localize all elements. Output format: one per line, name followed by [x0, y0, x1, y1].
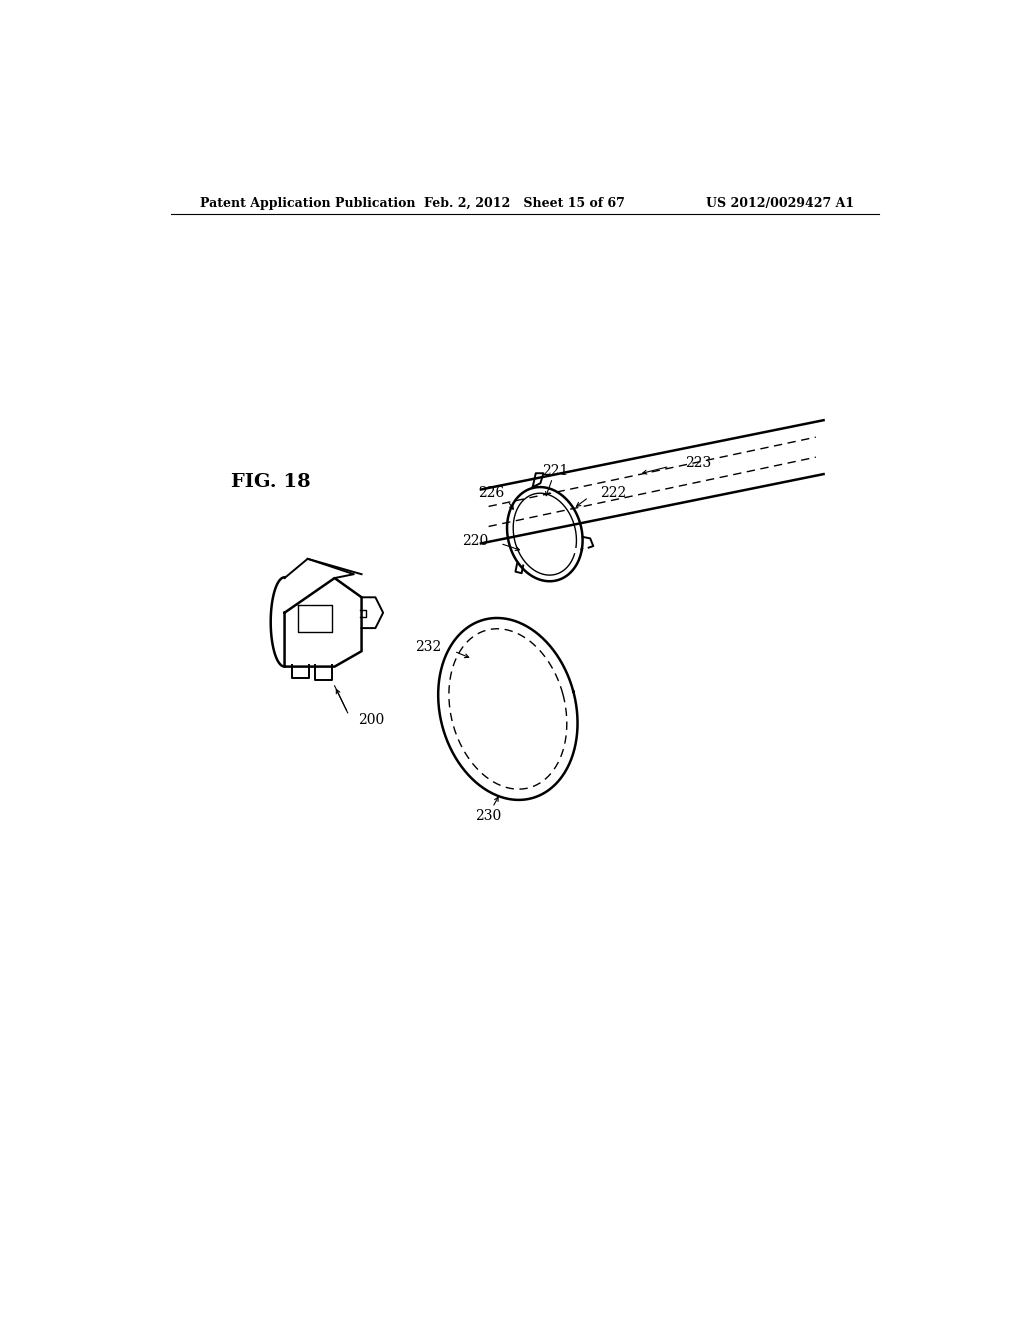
Text: 200: 200: [357, 714, 384, 727]
Text: 223: 223: [685, 457, 712, 470]
Text: 222: 222: [600, 486, 627, 500]
Text: 221: 221: [542, 465, 568, 478]
Text: 226: 226: [478, 486, 505, 500]
Text: Feb. 2, 2012   Sheet 15 of 67: Feb. 2, 2012 Sheet 15 of 67: [424, 197, 626, 210]
Text: 230: 230: [475, 809, 501, 822]
Text: Patent Application Publication: Patent Application Publication: [200, 197, 416, 210]
Text: 220: 220: [463, 535, 488, 548]
Text: 232: 232: [415, 640, 441, 655]
Text: FIG. 18: FIG. 18: [230, 473, 310, 491]
Text: US 2012/0029427 A1: US 2012/0029427 A1: [707, 197, 854, 210]
